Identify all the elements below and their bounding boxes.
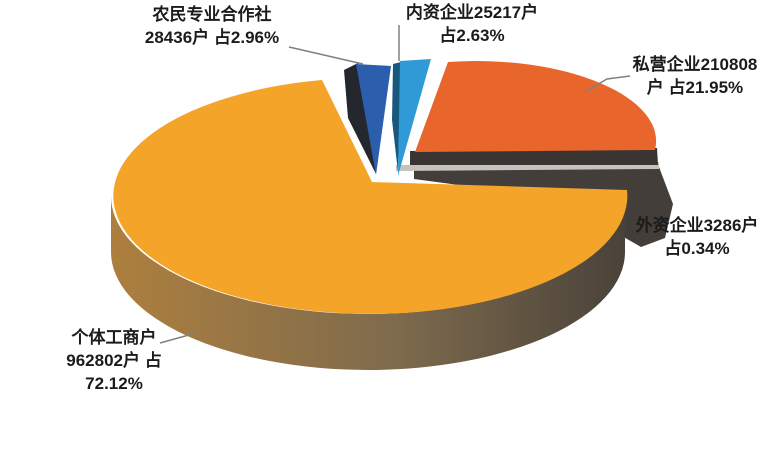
callout-nongmin-line1: 农民专业合作社 bbox=[152, 5, 272, 24]
leader-line-geti bbox=[159, 332, 197, 344]
callout-neizi-line1: 内资企业25217户 bbox=[405, 3, 539, 22]
callout-neizi: 内资企业25217户 占2.63% bbox=[396, 1, 548, 47]
callout-waizi-line2: 占0.34% bbox=[664, 239, 730, 258]
leader-line-nongmin bbox=[288, 46, 364, 65]
slice-nongmin-side bbox=[344, 63, 376, 174]
callout-nongmin-line2: 28436户 占2.96% bbox=[144, 28, 280, 47]
callout-waizi: 外资企业3286户 占0.34% bbox=[626, 214, 768, 260]
leader-line-siying bbox=[584, 75, 631, 93]
callout-siying: 私营企业210808 户 占21.95% bbox=[622, 53, 768, 99]
callout-geti-line2: 962802户 占 bbox=[66, 351, 162, 370]
callout-siying-line2: 户 占21.95% bbox=[646, 78, 744, 97]
callout-geti: 个体工商户 962802户 占 72.12% bbox=[38, 326, 190, 395]
slice-geti-top bbox=[113, 80, 628, 314]
callout-nongmin: 农民专业合作社 28436户 占2.96% bbox=[128, 3, 296, 49]
callout-geti-line3: 72.12% bbox=[85, 374, 143, 393]
slice-siying-side bbox=[410, 148, 658, 165]
callout-neizi-line2: 占2.63% bbox=[439, 26, 505, 45]
slice-siying-top bbox=[415, 61, 657, 152]
callout-geti-line1: 个体工商户 bbox=[71, 328, 157, 347]
callout-waizi-line1: 外资企业3286户 bbox=[635, 216, 759, 235]
slice-nongmin-top bbox=[356, 64, 391, 175]
slice-neizi-top bbox=[398, 59, 431, 176]
slice-geti-rim bbox=[111, 196, 625, 370]
callout-siying-line1: 私营企业210808 bbox=[632, 55, 758, 74]
